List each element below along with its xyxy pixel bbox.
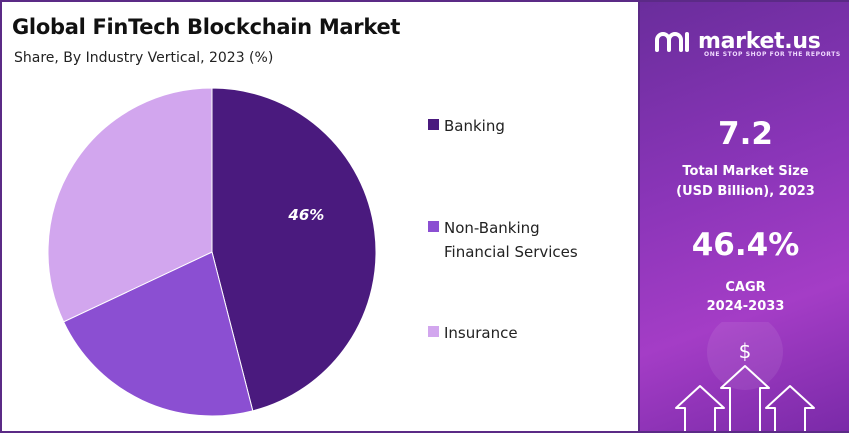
market-size-label-line1: Total Market Size [682, 164, 809, 179]
legend-label-line: Non-Banking [444, 219, 540, 237]
cagr-period: 2024-2033 [706, 299, 785, 314]
pie-data-label: 46% [287, 206, 324, 224]
brand-logo-icon [655, 32, 689, 52]
growth-arrows-icon: $ [675, 322, 815, 431]
legend-item: Non-Banking Financial Services [428, 216, 614, 264]
cagr-value: 46.4% [691, 227, 800, 263]
pie-slice-banking [211, 87, 377, 412]
market-size-label-line2: (USD Billion), 2023 [676, 184, 815, 199]
pie-slice-insurance [47, 87, 213, 323]
brand-name: market.us [698, 28, 821, 54]
legend-label: Banking [444, 114, 614, 138]
legend-label-line: Banking [444, 117, 505, 135]
chart-panel: Global FinTech Blockchain Market Share, … [2, 2, 638, 431]
brand: market.us [654, 28, 821, 54]
pie-chart: 46% [47, 87, 377, 417]
legend-label-line: Insurance [444, 324, 518, 342]
legend-swatch [428, 326, 439, 337]
market-size-value: 7.2 [718, 116, 773, 152]
legend-swatch [428, 119, 439, 130]
cagr-label: CAGR [725, 280, 766, 295]
legend-label: Non-Banking Financial Services [444, 216, 614, 264]
legend-label-line: Financial Services [444, 243, 578, 261]
chart-title: Global FinTech Blockchain Market [12, 15, 401, 39]
dollar-icon: $ [739, 339, 752, 363]
legend-label: Insurance [444, 321, 614, 345]
brand-tagline: ONE STOP SHOP FOR THE REPORTS [704, 51, 841, 58]
legend-item: Insurance [428, 321, 614, 345]
chart-subtitle: Share, By Industry Vertical, 2023 (%) [14, 50, 274, 66]
legend-swatch [428, 221, 439, 232]
pie-slice-non-banking-financial-services [62, 251, 254, 417]
stats-panel: market.us ONE STOP SHOP FOR THE REPORTS … [638, 2, 849, 431]
legend-item: Banking [428, 114, 614, 138]
